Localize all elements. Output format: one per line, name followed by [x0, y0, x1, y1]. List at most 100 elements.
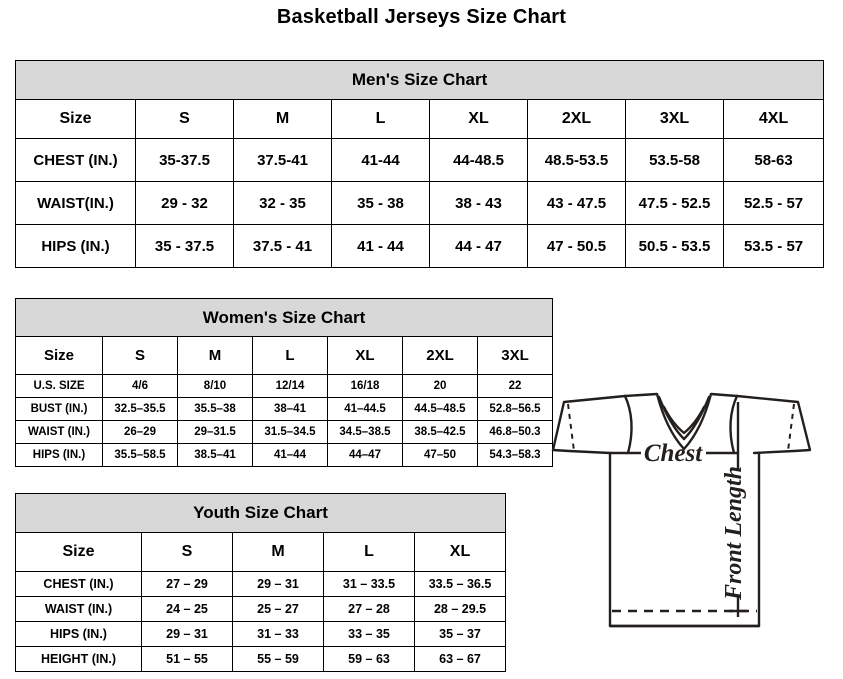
womens-row-label-waist: WAIST (IN.) — [15, 420, 103, 444]
youth-waist-l: 27 – 28 — [323, 596, 415, 622]
youth-header-cell-l: L — [323, 532, 415, 572]
youth-row-label-chest: CHEST (IN.) — [15, 571, 142, 597]
mens-header-cell-size: Size — [15, 99, 136, 139]
womens-ussize-2xl: 20 — [402, 374, 478, 398]
mens-chest-s: 35-37.5 — [135, 138, 234, 182]
youth-header-row: Size S M L XL — [15, 532, 507, 572]
womens-header-row: Size S M L XL 2XL 3XL — [15, 336, 554, 375]
womens-bust-m: 35.5–38 — [177, 397, 253, 421]
youth-chart-caption: Youth Size Chart — [14, 493, 507, 533]
mens-row-label-waist: WAIST(IN.) — [15, 181, 136, 225]
mens-chest-4xl: 58-63 — [722, 138, 825, 182]
mens-waist-m: 32 - 35 — [233, 181, 332, 225]
table-row: CHEST (IN.) 35-37.5 37.5-41 41-44 44-48.… — [15, 138, 825, 182]
mens-chest-3xl: 53.5-58 — [625, 138, 724, 182]
youth-chest-m: 29 – 31 — [232, 571, 324, 597]
mens-chart-caption: Men's Size Chart — [14, 60, 825, 100]
front-length-label: Front Length — [721, 466, 747, 601]
jersey-measurement-diagram: Chest Front Length — [528, 345, 840, 670]
womens-bust-2xl: 44.5–48.5 — [402, 397, 478, 421]
womens-row-label-hips: HIPS (IN.) — [15, 443, 103, 467]
youth-waist-xl: 28 – 29.5 — [413, 596, 507, 622]
table-row: WAIST (IN.) 24 – 25 25 – 27 27 – 28 28 –… — [15, 596, 507, 622]
youth-hips-s: 29 – 31 — [141, 621, 233, 647]
womens-chart-caption: Women's Size Chart — [14, 298, 554, 337]
youth-header-cell-xl: XL — [413, 532, 507, 572]
mens-header-row: Size S M L XL 2XL 3XL 4XL — [15, 99, 825, 139]
womens-header-cell-size: Size — [15, 336, 103, 375]
mens-hips-s: 35 - 37.5 — [135, 224, 234, 268]
page-title: Basketball Jerseys Size Chart — [276, 6, 567, 28]
womens-header-cell-l: L — [252, 336, 328, 375]
table-caption-row: Men's Size Chart — [14, 60, 825, 100]
youth-header-cell-s: S — [141, 532, 233, 572]
womens-ussize-l: 12/14 — [252, 374, 328, 398]
womens-ussize-3xl: 22 — [476, 374, 554, 398]
youth-header-cell-m: M — [232, 532, 324, 572]
mens-chest-xl: 44-48.5 — [429, 138, 528, 182]
womens-bust-xl: 41–44.5 — [327, 397, 403, 421]
table-row: HIPS (IN.) 29 – 31 31 – 33 33 – 35 35 – … — [15, 621, 507, 647]
youth-row-label-waist: WAIST (IN.) — [15, 596, 142, 622]
table-row: U.S. SIZE 4/6 8/10 12/14 16/18 20 22 — [15, 374, 554, 398]
youth-hips-m: 31 – 33 — [232, 621, 324, 647]
left-cuff-dash — [567, 403, 575, 452]
youth-waist-m: 25 – 27 — [232, 596, 324, 622]
womens-size-chart-table: Women's Size Chart Size S M L XL 2XL 3XL… — [14, 298, 554, 467]
womens-row-label-bust: BUST (IN.) — [15, 397, 103, 421]
table-row: WAIST(IN.) 29 - 32 32 - 35 35 - 38 38 - … — [15, 181, 825, 225]
mens-hips-4xl: 53.5 - 57 — [722, 224, 825, 268]
mens-hips-2xl: 47 - 50.5 — [527, 224, 626, 268]
mens-chest-m: 37.5-41 — [233, 138, 332, 182]
youth-height-s: 51 – 55 — [141, 646, 233, 672]
youth-header-cell-size: Size — [15, 532, 142, 572]
mens-waist-4xl: 52.5 - 57 — [722, 181, 825, 225]
mens-chest-2xl: 48.5-53.5 — [527, 138, 626, 182]
mens-hips-xl: 44 - 47 — [429, 224, 528, 268]
youth-chest-s: 27 – 29 — [141, 571, 233, 597]
womens-waist-m: 29–31.5 — [177, 420, 253, 444]
youth-size-chart-table: Youth Size Chart Size S M L XL CHEST (IN… — [14, 493, 507, 672]
youth-height-xl: 63 – 67 — [413, 646, 507, 672]
womens-header-cell-xl: XL — [327, 336, 403, 375]
youth-hips-xl: 35 – 37 — [413, 621, 507, 647]
table-row: CHEST (IN.) 27 – 29 29 – 31 31 – 33.5 33… — [15, 571, 507, 597]
womens-hips-xl: 44–47 — [327, 443, 403, 467]
womens-bust-l: 38–41 — [252, 397, 328, 421]
mens-header-cell-xl: XL — [429, 99, 528, 139]
mens-waist-2xl: 43 - 47.5 — [527, 181, 626, 225]
table-row: HEIGHT (IN.) 51 – 55 55 – 59 59 – 63 63 … — [15, 646, 507, 672]
mens-waist-s: 29 - 32 — [135, 181, 234, 225]
mens-chest-l: 41-44 — [331, 138, 430, 182]
mens-header-cell-s: S — [135, 99, 234, 139]
mens-hips-m: 37.5 - 41 — [233, 224, 332, 268]
mens-header-cell-2xl: 2XL — [527, 99, 626, 139]
table-row: HIPS (IN.) 35 - 37.5 37.5 - 41 41 - 44 4… — [15, 224, 825, 268]
table-caption-row: Youth Size Chart — [14, 493, 507, 533]
mens-header-cell-m: M — [233, 99, 332, 139]
table-row: HIPS (IN.) 35.5–58.5 38.5–41 41–44 44–47… — [15, 443, 554, 467]
womens-hips-2xl: 47–50 — [402, 443, 478, 467]
mens-header-cell-3xl: 3XL — [625, 99, 724, 139]
womens-hips-l: 41–44 — [252, 443, 328, 467]
mens-waist-3xl: 47.5 - 52.5 — [625, 181, 724, 225]
mens-header-cell-4xl: 4XL — [722, 99, 825, 139]
table-caption-row: Women's Size Chart — [14, 298, 554, 337]
womens-hips-3xl: 54.3–58.3 — [476, 443, 554, 467]
womens-header-cell-2xl: 2XL — [402, 336, 478, 375]
womens-header-cell-m: M — [177, 336, 253, 375]
youth-row-label-height: HEIGHT (IN.) — [15, 646, 142, 672]
mens-hips-3xl: 50.5 - 53.5 — [625, 224, 724, 268]
womens-header-cell-3xl: 3XL — [476, 336, 554, 375]
mens-row-label-hips: HIPS (IN.) — [15, 224, 136, 268]
right-cuff-dash — [787, 403, 795, 452]
womens-ussize-s: 4/6 — [102, 374, 178, 398]
table-row: WAIST (IN.) 26–29 29–31.5 31.5–34.5 34.5… — [15, 420, 554, 444]
womens-waist-s: 26–29 — [102, 420, 178, 444]
mens-hips-l: 41 - 44 — [331, 224, 430, 268]
chest-label: Chest — [644, 440, 703, 467]
youth-chest-xl: 33.5 – 36.5 — [413, 571, 507, 597]
mens-header-cell-l: L — [331, 99, 430, 139]
youth-waist-s: 24 – 25 — [141, 596, 233, 622]
mens-waist-xl: 38 - 43 — [429, 181, 528, 225]
